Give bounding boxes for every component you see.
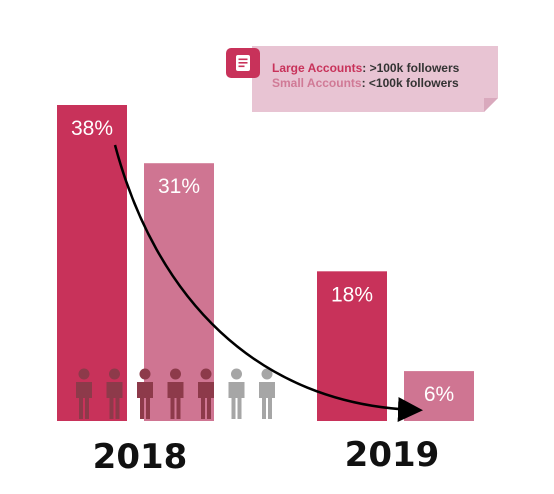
bar-2018-large [57, 105, 127, 421]
person-icon [228, 368, 245, 419]
legend-entry-large: Large Accounts: >100k followers [272, 61, 459, 76]
person-icon [137, 368, 153, 419]
person-icon [259, 368, 275, 419]
category-label-2019: 2019 [345, 435, 440, 475]
note-icon [226, 48, 260, 78]
legend-entry-small: Small Accounts: <100k followers [272, 76, 459, 91]
person-icon [106, 368, 123, 419]
person-icon [167, 368, 184, 419]
trend-arrow [113, 144, 423, 422]
legend-small-desc: : <100k followers [361, 76, 459, 90]
category-label-2018: 2018 [93, 437, 188, 477]
legend-note: Large Accounts: >100k followers Small Ac… [226, 46, 498, 112]
data-label-2018-large: 38% [71, 117, 113, 140]
legend-large-label: Large Accounts [272, 61, 363, 75]
data-label-2019-large: 18% [331, 283, 373, 306]
legend-text: Large Accounts: >100k followers Small Ac… [272, 61, 459, 91]
legend-note-background [252, 46, 498, 112]
data-label-2018-small: 31% [158, 175, 200, 198]
person-icon [76, 368, 92, 419]
legend-large-desc: : >100k followers [362, 61, 460, 75]
legend-small-label: Small Accounts [272, 76, 362, 90]
person-icon [198, 368, 214, 419]
data-label-2019-small: 6% [424, 383, 454, 406]
